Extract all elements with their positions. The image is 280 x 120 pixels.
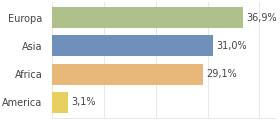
Text: 36,9%: 36,9% (246, 13, 277, 23)
Bar (52, 63, 203, 85)
Text: 3,1%: 3,1% (71, 97, 96, 107)
Text: 29,1%: 29,1% (206, 69, 237, 79)
Bar (52, 92, 68, 113)
Text: 31,0%: 31,0% (216, 41, 247, 51)
Bar (52, 7, 243, 28)
Bar (52, 35, 213, 57)
